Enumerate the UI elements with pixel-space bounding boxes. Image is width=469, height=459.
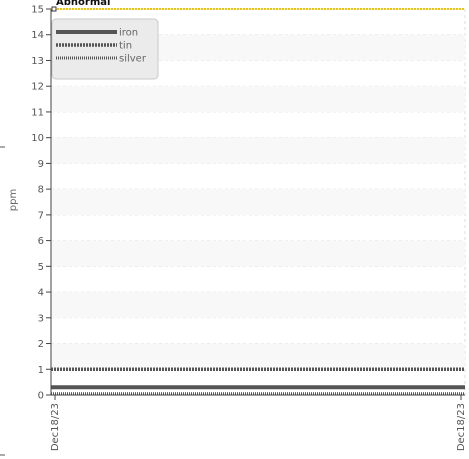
x-tick-label: Dec18/23 <box>50 403 61 451</box>
y-tick-label: 5 <box>38 262 44 273</box>
plot-band <box>51 189 465 215</box>
y-tick-label: 1 <box>38 365 44 376</box>
y-tick-label: 0 <box>38 391 44 402</box>
y-tick-label: 11 <box>31 107 44 118</box>
y-tick-label: 4 <box>38 288 44 299</box>
x-tick-label: Dec18/23 <box>456 403 467 451</box>
threshold-line: Abnormal <box>51 0 465 12</box>
legend-label-iron: iron <box>119 28 138 39</box>
y-tick-label: 15 <box>31 5 44 16</box>
y-tick-label: 7 <box>38 210 44 221</box>
plot-band <box>51 292 465 318</box>
y-tick-label: 14 <box>31 30 44 41</box>
y-tick-label: 9 <box>38 159 44 170</box>
legend-box <box>51 18 159 80</box>
series-lines <box>51 367 465 396</box>
legend-label-tin: tin <box>119 41 132 52</box>
threshold-label: Abnormal <box>56 0 110 8</box>
plot-band <box>51 240 465 267</box>
x-axis-ticks: Dec18/23 Dec18/23 <box>50 395 467 451</box>
legend-label-silver: silver <box>119 54 147 65</box>
side-marks <box>0 146 5 456</box>
y-axis-title: ppm <box>8 189 19 211</box>
y-tick-label: 13 <box>31 56 44 67</box>
y-tick-label: 10 <box>31 133 44 144</box>
y-tick-label: 3 <box>38 313 44 324</box>
legend[interactable]: iron tin silver <box>51 18 159 80</box>
y-tick-label: 6 <box>38 236 44 247</box>
threshold-marker <box>51 6 57 12</box>
plot-band <box>51 343 465 370</box>
y-tick-label: 2 <box>38 339 44 350</box>
y-tick-label: 12 <box>31 82 44 93</box>
plot-band <box>51 86 465 112</box>
y-tick-label: 8 <box>38 185 44 196</box>
axes <box>50 9 465 396</box>
plot-band <box>51 137 465 164</box>
